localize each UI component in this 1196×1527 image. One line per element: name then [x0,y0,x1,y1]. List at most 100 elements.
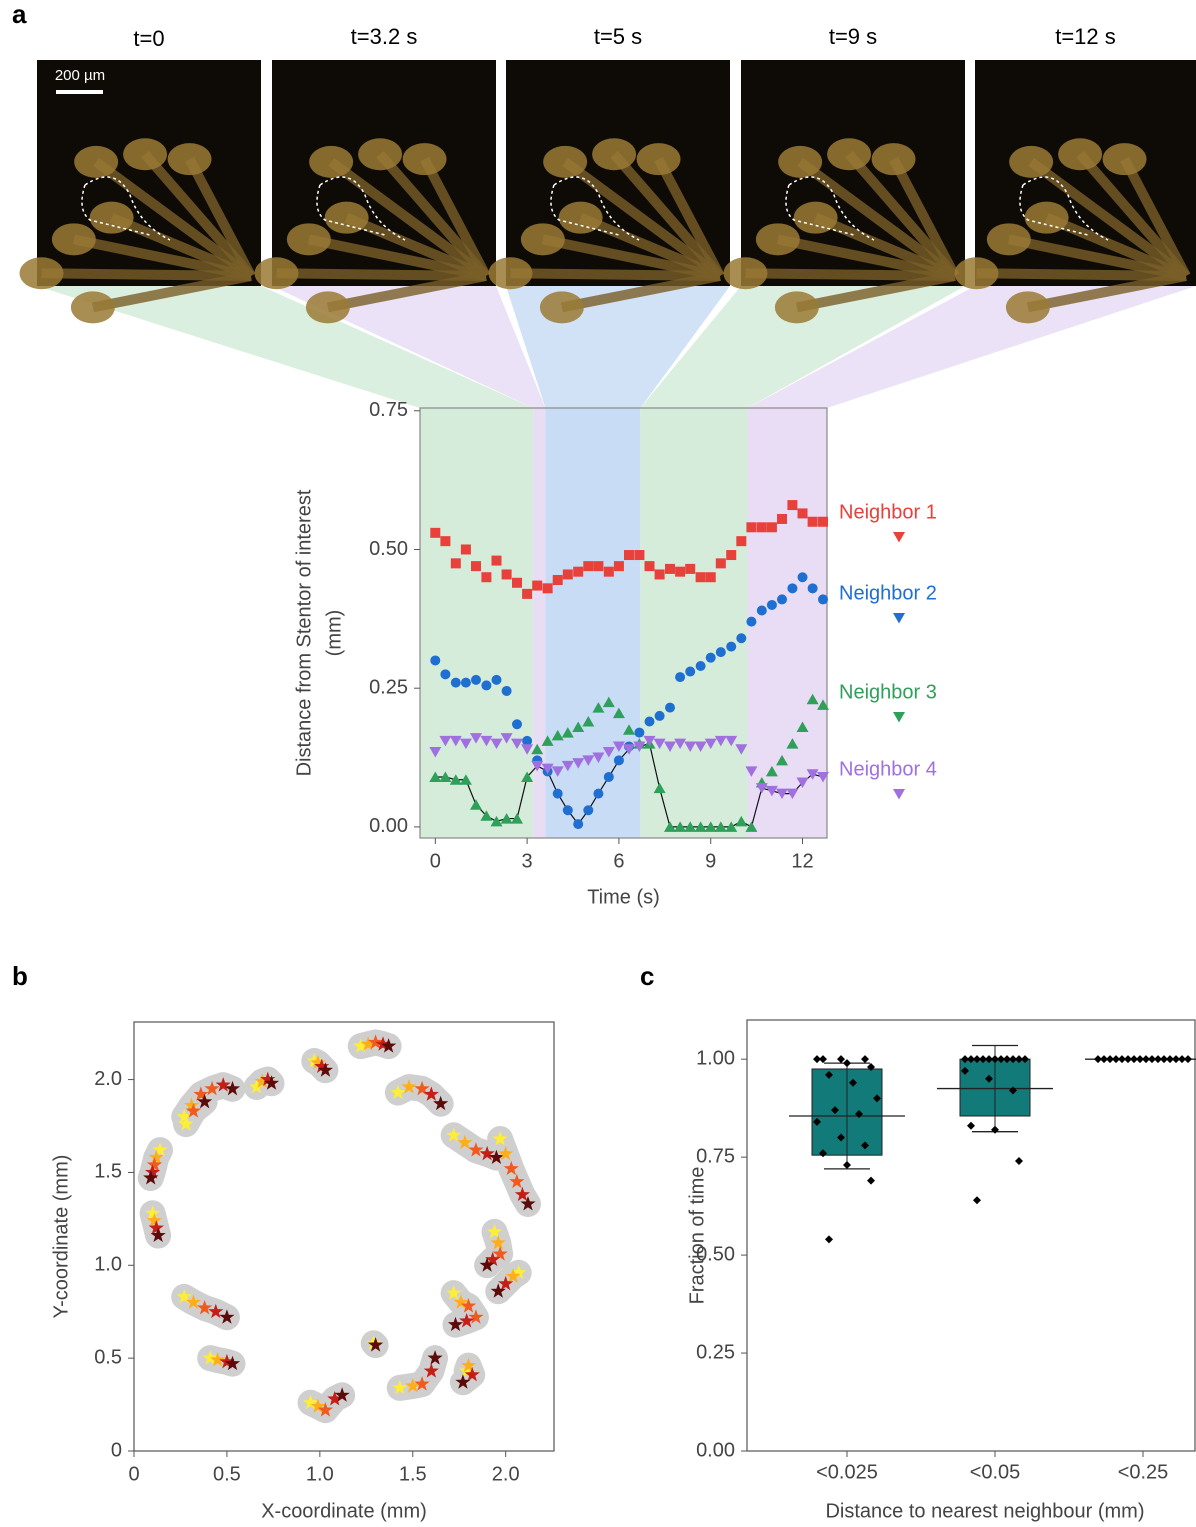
marker [470,733,483,744]
data-point [979,1055,987,1064]
marker [665,563,676,574]
star-point [202,1350,218,1365]
marker [735,744,748,755]
y-tick-label: 0.5 [94,1346,122,1368]
legend-label: Neighbor 4 [839,758,937,780]
cell-stalk [41,268,252,281]
cell-body [723,257,768,290]
marker [439,735,452,747]
star-point [460,1357,477,1373]
data-point [1094,1055,1102,1064]
marker [695,661,706,671]
x-tick-label: 3 [522,850,533,872]
star-point [193,1086,209,1101]
cell-body [309,145,354,178]
star-point [360,1036,376,1051]
marker [726,641,737,652]
marker [501,685,512,696]
cell-body [1102,143,1147,176]
marker [633,741,646,752]
star-point [468,1309,484,1324]
funnel [747,286,1196,408]
star-point [367,1034,384,1049]
cell-stalk [326,271,487,313]
marker [664,741,677,752]
cell-stalk [93,157,254,281]
data-point [867,1176,875,1185]
star-point [327,1391,343,1406]
data-point [1015,1055,1023,1064]
data-point [1124,1055,1132,1064]
marker [613,755,624,766]
outline [81,176,171,241]
x-tick-label: 0 [128,1463,139,1485]
cell-body [167,143,212,176]
star-point [146,1157,163,1172]
marker [797,572,808,583]
star-point [433,1095,449,1111]
marker [745,766,758,777]
marker [675,566,686,577]
marker [623,724,636,735]
plot-frame [133,1021,555,1452]
marker [532,580,543,591]
marker [776,788,789,800]
marker [583,805,594,816]
marker [787,500,798,511]
cell-stalk [562,157,723,281]
marker [796,721,809,733]
cell-body [871,143,916,176]
cell-stalk [797,157,958,281]
marker [674,821,687,832]
frame-title: t=5 s [594,24,642,49]
band [545,408,641,838]
data-point [849,1078,857,1087]
y-tick-label: 0.75 [696,1145,735,1167]
marker [480,810,493,821]
cell-body [254,257,299,290]
cell-body [402,143,447,176]
data-point [985,1074,993,1083]
star-point [184,1097,200,1113]
marker [786,788,799,800]
marker [573,819,584,830]
legend-marker [893,712,905,723]
star-point [260,1071,276,1087]
star-point [224,1355,241,1371]
marker [796,777,809,789]
star-point [414,1376,430,1391]
frame-title: t=3.2 s [351,24,418,49]
legend-label: Neighbor 3 [839,681,937,703]
star-point [263,1075,280,1090]
data-point [961,1055,969,1064]
marker [480,735,493,747]
cell-body [70,291,115,324]
marker [511,738,524,750]
cell-stalk [328,157,489,281]
star-point [254,1073,270,1088]
cell-body [954,257,999,290]
marker [786,738,799,749]
y-tick-label: 0.75 [369,399,408,421]
star-point [224,1080,241,1096]
star-point [176,1288,192,1304]
star-point [215,1077,231,1092]
outline [785,176,875,241]
marker [777,513,788,524]
marker [481,680,492,691]
x-tick-label: <0.05 [970,1461,1021,1483]
data-point [837,1133,845,1142]
cell-body [358,138,403,171]
marker [561,760,574,772]
cell-body [324,201,369,234]
marker [694,741,707,752]
x-tick-label: <0.025 [816,1461,878,1483]
star-point [314,1058,330,1074]
marker [562,569,573,580]
cell-stalk [420,156,491,279]
star-point [459,1363,475,1378]
star-point [317,1062,334,1077]
star-point [144,1205,161,1220]
star-point [306,1053,322,1068]
star-point [498,1145,514,1161]
